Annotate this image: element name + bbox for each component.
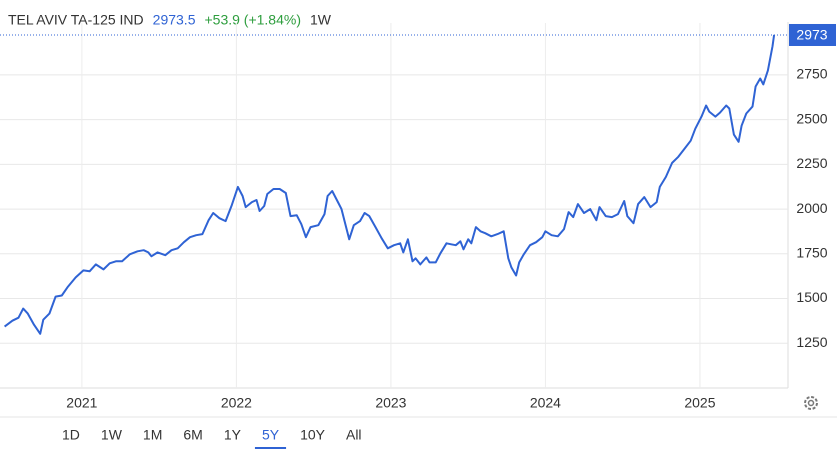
y-tick-label: 2250 xyxy=(796,155,827,171)
y-tick-label: 1750 xyxy=(796,245,827,261)
chart-title: TEL AVIV TA-125 IND xyxy=(8,12,144,28)
x-tick-label: 2021 xyxy=(66,395,97,411)
gear-hub xyxy=(807,399,815,407)
y-tick-label: 2750 xyxy=(796,66,827,82)
last-price-tag xyxy=(789,23,836,46)
change: +53.9 (+1.84%) xyxy=(204,12,301,28)
range-button[interactable]: 1W xyxy=(101,427,123,443)
interval: 1W xyxy=(310,12,332,28)
range-button[interactable]: 1D xyxy=(62,427,80,443)
y-tick-label: 1250 xyxy=(796,334,827,350)
range-button[interactable]: 1M xyxy=(143,427,162,443)
x-tick-label: 2024 xyxy=(530,395,561,411)
gear xyxy=(804,396,818,410)
y-tick-label: 1500 xyxy=(796,289,827,305)
x-tick-label: 2023 xyxy=(375,395,406,411)
y-tick-label: 2500 xyxy=(796,110,827,126)
x-tick-label: 2025 xyxy=(684,395,715,411)
range-button[interactable]: 6M xyxy=(183,427,202,443)
last-price-label: 2973 xyxy=(796,27,827,43)
range-button[interactable]: 10Y xyxy=(300,427,326,443)
settings-icon[interactable] xyxy=(804,396,818,410)
x-tick-label: 2022 xyxy=(221,395,252,411)
range-button[interactable]: 1Y xyxy=(224,427,242,443)
line-series xyxy=(3,34,776,335)
range-button[interactable]: All xyxy=(346,427,362,443)
y-tick-label: 2000 xyxy=(796,200,827,216)
price: 2973.5 xyxy=(153,12,196,28)
range-button[interactable]: 5Y xyxy=(262,427,280,443)
